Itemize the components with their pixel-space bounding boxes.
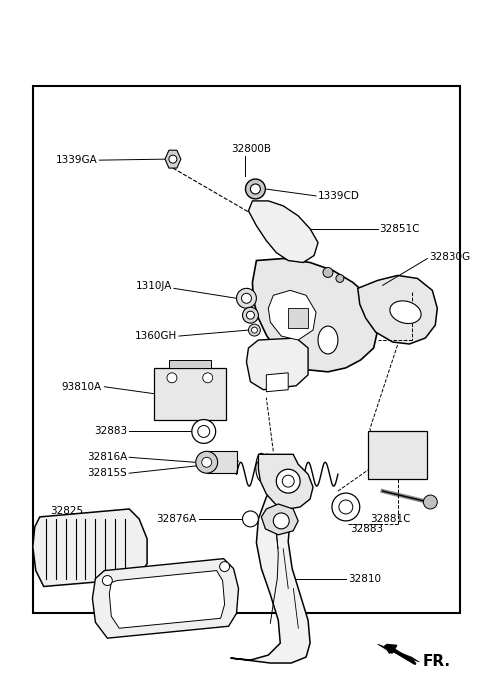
Circle shape <box>339 500 353 514</box>
Text: 32851C: 32851C <box>380 224 420 234</box>
Text: FR.: FR. <box>422 654 450 668</box>
Circle shape <box>237 289 256 308</box>
Circle shape <box>246 311 254 319</box>
Polygon shape <box>358 276 437 344</box>
Polygon shape <box>368 431 427 479</box>
Polygon shape <box>288 308 308 328</box>
Circle shape <box>241 294 252 303</box>
Polygon shape <box>262 504 298 535</box>
Text: 32883: 32883 <box>94 426 127 436</box>
Text: 32830G: 32830G <box>429 251 470 262</box>
Circle shape <box>198 426 210 438</box>
Polygon shape <box>33 509 147 586</box>
Polygon shape <box>266 373 288 392</box>
Circle shape <box>192 420 216 444</box>
Polygon shape <box>252 258 378 372</box>
Text: 32881C: 32881C <box>370 514 410 524</box>
Text: 32883: 32883 <box>350 524 383 534</box>
Text: 32815S: 32815S <box>87 469 127 478</box>
Text: 32810: 32810 <box>348 573 381 584</box>
Circle shape <box>336 274 344 282</box>
Text: 1310JA: 1310JA <box>135 281 172 291</box>
Text: 32816A: 32816A <box>87 452 127 462</box>
Circle shape <box>203 373 213 383</box>
Text: 1339CD: 1339CD <box>318 191 360 201</box>
Circle shape <box>196 451 217 473</box>
Circle shape <box>242 307 258 323</box>
Polygon shape <box>93 559 239 638</box>
Circle shape <box>332 493 360 521</box>
Bar <box>33 85 460 613</box>
Polygon shape <box>230 474 310 663</box>
Polygon shape <box>154 368 226 420</box>
Circle shape <box>249 324 260 336</box>
Circle shape <box>202 457 212 467</box>
Polygon shape <box>378 644 420 662</box>
Text: 93810A: 93810A <box>61 382 101 392</box>
Circle shape <box>276 469 300 493</box>
Text: 32800B: 32800B <box>231 144 272 154</box>
Circle shape <box>251 184 260 194</box>
Circle shape <box>273 513 289 529</box>
Text: 32825: 32825 <box>50 506 83 516</box>
Circle shape <box>220 562 229 572</box>
Circle shape <box>169 155 177 163</box>
Circle shape <box>323 267 333 278</box>
Polygon shape <box>246 338 308 390</box>
Polygon shape <box>258 454 313 509</box>
Polygon shape <box>109 570 225 628</box>
Ellipse shape <box>318 326 338 354</box>
Circle shape <box>423 495 437 509</box>
Text: 1360GH: 1360GH <box>135 331 177 341</box>
Circle shape <box>245 179 265 199</box>
Polygon shape <box>268 290 316 340</box>
Circle shape <box>282 475 294 487</box>
Polygon shape <box>169 360 211 368</box>
Polygon shape <box>249 201 318 263</box>
Circle shape <box>102 575 112 586</box>
Circle shape <box>252 327 257 333</box>
Text: 32876A: 32876A <box>156 514 197 524</box>
Ellipse shape <box>390 301 421 324</box>
Circle shape <box>242 511 258 527</box>
Text: 1339GA: 1339GA <box>56 155 97 165</box>
Polygon shape <box>165 150 181 168</box>
Circle shape <box>167 373 177 383</box>
Polygon shape <box>207 451 237 473</box>
